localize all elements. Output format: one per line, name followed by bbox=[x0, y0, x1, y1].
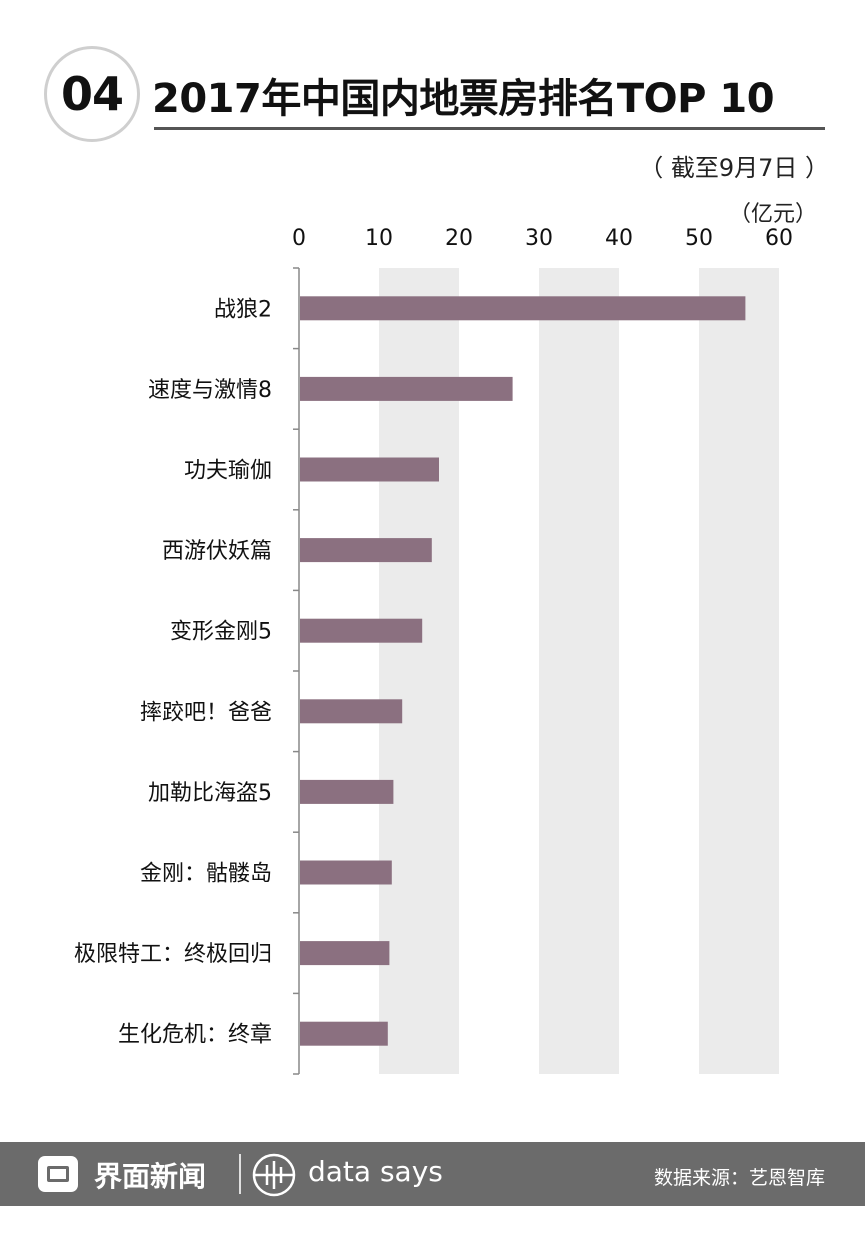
jiemian-logo-icon bbox=[38, 1156, 78, 1192]
background-band bbox=[539, 268, 619, 1074]
x-tick-label: 0 bbox=[292, 226, 306, 251]
section-number-badge: 04 bbox=[44, 46, 140, 142]
bars bbox=[300, 296, 746, 1046]
category-label: 功夫瑜伽 bbox=[184, 459, 272, 484]
category-label: 生化危机：终章 bbox=[118, 1023, 272, 1048]
title-underline bbox=[154, 127, 825, 130]
footer-bar: 界面新闻 data says 数据来源：艺恩智库 bbox=[0, 1142, 865, 1206]
data-says-icon bbox=[252, 1153, 296, 1197]
category-label: 西游伏妖篇 bbox=[162, 539, 272, 564]
bar bbox=[300, 538, 432, 563]
x-tick-label: 60 bbox=[765, 226, 793, 251]
x-tick-label: 40 bbox=[605, 226, 633, 251]
data-says-label: data says bbox=[308, 1155, 443, 1188]
bar bbox=[300, 779, 394, 804]
bar bbox=[300, 699, 403, 724]
category-label: 加勒比海盗5 bbox=[148, 781, 272, 806]
category-axis bbox=[293, 267, 300, 1075]
background-band bbox=[699, 268, 779, 1074]
bar bbox=[300, 457, 439, 482]
chart-subtitle: （ 截至9月7日 ） bbox=[639, 154, 829, 182]
x-tick-label: 50 bbox=[685, 226, 713, 251]
category-label: 极限特工：终极回归 bbox=[74, 942, 272, 967]
x-axis-tick-labels: 0 10 20 30 40 50 60 bbox=[292, 226, 793, 251]
bar bbox=[300, 296, 746, 321]
category-label: 变形金刚5 bbox=[170, 620, 272, 645]
chart-title: 2017年中国内地票房排名TOP 10 bbox=[152, 76, 775, 122]
bar bbox=[300, 618, 423, 643]
bar bbox=[300, 1021, 388, 1046]
bar bbox=[300, 941, 390, 966]
bar bbox=[300, 860, 392, 885]
background-band bbox=[379, 268, 459, 1074]
x-tick-label: 20 bbox=[445, 226, 473, 251]
brand-name: 界面新闻 bbox=[94, 1160, 207, 1193]
footer-divider bbox=[239, 1154, 241, 1194]
unit-label: （亿元） bbox=[728, 202, 817, 227]
category-label: 摔跤吧！爸爸 bbox=[140, 700, 272, 725]
category-label: 战狼2 bbox=[214, 297, 272, 322]
category-label: 金刚：骷髅岛 bbox=[140, 862, 272, 887]
bar bbox=[300, 376, 513, 401]
x-tick-label: 30 bbox=[525, 226, 553, 251]
background-bands bbox=[379, 268, 779, 1074]
x-tick-label: 10 bbox=[365, 226, 393, 251]
data-source: 数据来源：艺恩智库 bbox=[653, 1167, 825, 1189]
category-label: 速度与激情8 bbox=[148, 378, 272, 403]
